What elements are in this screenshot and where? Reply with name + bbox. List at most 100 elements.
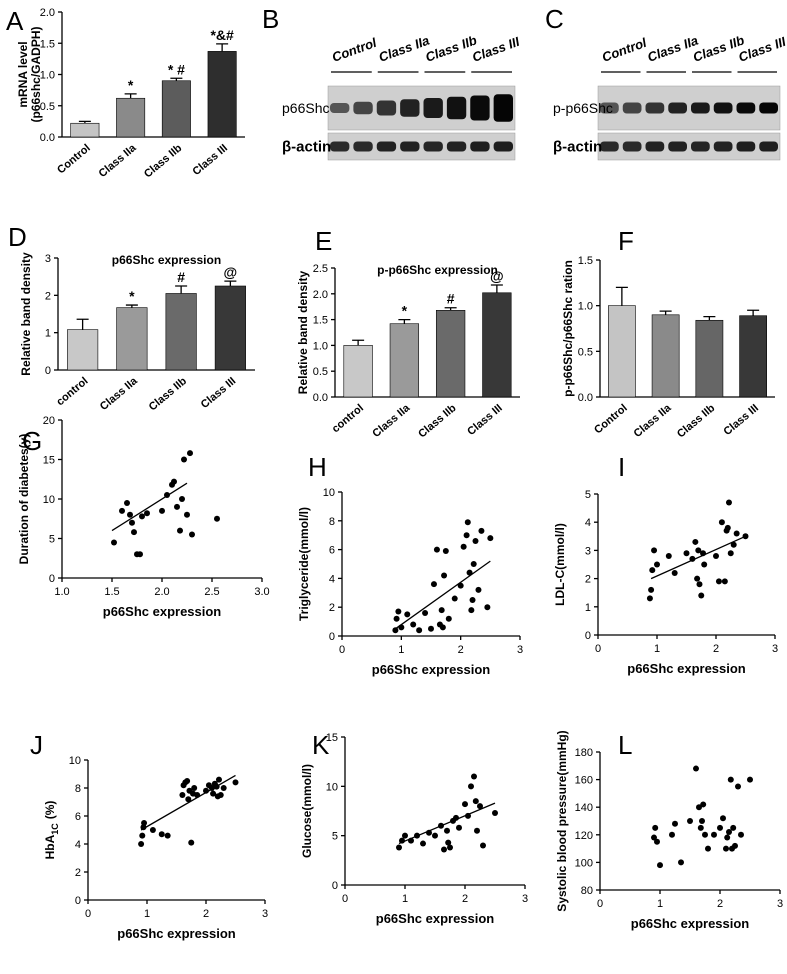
point bbox=[188, 839, 195, 846]
bar bbox=[343, 345, 373, 398]
y-axis-label-part: (%) bbox=[43, 801, 57, 820]
y-tick-label: 0.0 bbox=[313, 392, 328, 404]
y-tick-label: 1 bbox=[45, 328, 51, 340]
y-axis-label: Systolic blood pressure(mmHg) bbox=[555, 730, 569, 911]
y-axis-label: LDL-C(mmol/l) bbox=[553, 523, 567, 606]
point bbox=[414, 832, 420, 839]
point bbox=[398, 624, 405, 631]
point bbox=[138, 841, 145, 847]
bar bbox=[389, 323, 420, 398]
y-tick-label: 0.5 bbox=[313, 366, 328, 378]
y-axis-label-line: Triglyceride(mmol/l) bbox=[297, 507, 311, 621]
y-tick-label: 10 bbox=[43, 494, 55, 506]
y-tick-label: 1 bbox=[585, 602, 591, 614]
y-tick-label: 0 bbox=[45, 365, 51, 377]
point bbox=[149, 827, 156, 833]
bar bbox=[739, 315, 767, 398]
y-tick-label: 140 bbox=[575, 802, 593, 814]
point bbox=[433, 546, 440, 553]
y-axis-label: Glucose(mmol/l) bbox=[300, 764, 314, 858]
x-axis-label: p66Shc expression bbox=[631, 916, 750, 931]
point bbox=[720, 815, 726, 822]
point bbox=[651, 547, 658, 554]
point bbox=[164, 492, 170, 499]
point bbox=[669, 831, 675, 838]
y-tick-label: 1.0 bbox=[40, 70, 55, 82]
point bbox=[215, 776, 222, 783]
x-tick-label: 0 bbox=[85, 908, 91, 920]
blot-band bbox=[736, 141, 756, 152]
blot-band bbox=[376, 141, 397, 152]
point bbox=[721, 578, 728, 585]
x-tick-label: 1 bbox=[654, 643, 660, 655]
point bbox=[213, 783, 220, 790]
bar bbox=[165, 293, 197, 371]
point bbox=[723, 845, 729, 852]
y-axis-label: Relative band density bbox=[296, 270, 310, 394]
bar bbox=[67, 329, 99, 371]
lane-label: Class III bbox=[736, 34, 787, 65]
y-tick-label: 1.0 bbox=[313, 340, 328, 352]
x-axis-label: p66Shc expression bbox=[376, 911, 495, 926]
point bbox=[404, 611, 411, 618]
panel-label: K bbox=[312, 730, 330, 760]
x-tick-label: 1 bbox=[402, 893, 408, 905]
point bbox=[129, 519, 135, 526]
y-axis-label: Relative band density bbox=[19, 252, 33, 376]
point bbox=[687, 818, 693, 824]
y-tick-label: 2 bbox=[45, 290, 51, 302]
x-tick-label: 1.5 bbox=[104, 586, 119, 598]
point bbox=[472, 537, 479, 544]
point bbox=[127, 511, 133, 518]
point bbox=[447, 844, 453, 851]
x-tick-label: 3 bbox=[522, 893, 528, 905]
lane-label: Class IIa bbox=[645, 33, 700, 65]
point bbox=[701, 561, 708, 568]
error-bar bbox=[216, 43, 229, 52]
row-label: β-actin bbox=[282, 139, 331, 156]
significance-label: * bbox=[129, 288, 135, 304]
x-tick-label: 1 bbox=[144, 908, 150, 920]
x-tick-label: 2 bbox=[717, 898, 723, 910]
x-tick-label: Class IIb bbox=[675, 402, 718, 440]
point bbox=[487, 535, 494, 542]
trend-line bbox=[398, 802, 496, 845]
blot-band bbox=[645, 102, 665, 114]
point bbox=[232, 779, 239, 786]
y-tick-label: 15 bbox=[326, 732, 338, 744]
y-tick-label: 0.0 bbox=[40, 132, 55, 144]
bar bbox=[608, 305, 636, 398]
significance-label: # bbox=[177, 269, 185, 285]
point bbox=[463, 532, 470, 539]
point bbox=[724, 834, 731, 841]
y-tick-label: 120 bbox=[575, 830, 593, 842]
x-tick-label: 2 bbox=[713, 643, 719, 655]
error-bar bbox=[659, 310, 672, 315]
error-bar bbox=[124, 93, 137, 99]
point bbox=[678, 859, 684, 866]
y-axis-label-part: 1C bbox=[50, 823, 60, 835]
y-tick-label: 10 bbox=[326, 781, 338, 793]
blot-band bbox=[470, 141, 490, 152]
point bbox=[184, 511, 190, 518]
bar bbox=[116, 97, 146, 138]
blot-band bbox=[493, 141, 513, 152]
point bbox=[119, 507, 125, 514]
point bbox=[445, 615, 452, 622]
blot-band bbox=[668, 102, 687, 114]
x-tick-label: 0 bbox=[597, 898, 603, 910]
lane-label: Class IIa bbox=[377, 33, 432, 65]
point bbox=[696, 581, 703, 588]
x-tick-label: Class IIa bbox=[98, 375, 141, 413]
point bbox=[733, 530, 740, 537]
panel-label: B bbox=[262, 4, 279, 34]
chart-title: p-p66Shc expression bbox=[377, 263, 498, 277]
bar bbox=[651, 314, 680, 398]
blot-band bbox=[759, 102, 778, 114]
y-tick-label: 10 bbox=[323, 487, 335, 499]
error-bar bbox=[703, 315, 716, 321]
point bbox=[651, 834, 657, 841]
x-tick-label: 2 bbox=[458, 644, 464, 656]
point bbox=[471, 773, 477, 780]
trend-line bbox=[111, 482, 188, 532]
